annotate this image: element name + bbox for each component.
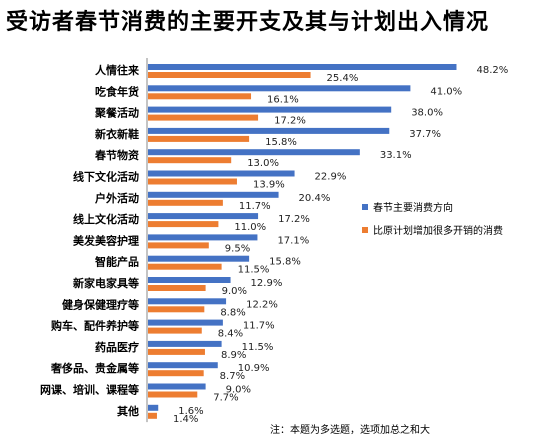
value-label-primary: 37.7% bbox=[409, 129, 441, 140]
bar-secondary bbox=[148, 327, 202, 334]
bar-primary bbox=[148, 149, 360, 156]
value-label-primary: 48.2% bbox=[476, 65, 508, 76]
category-label: 户外活动 bbox=[95, 191, 139, 205]
value-label-primary: 22.9% bbox=[315, 172, 347, 183]
value-label-secondary: 8.7% bbox=[220, 371, 245, 382]
bar-secondary bbox=[148, 221, 219, 228]
bar-secondary bbox=[148, 285, 206, 291]
bar-primary bbox=[148, 404, 159, 411]
category-label: 购车、配件养护等 bbox=[51, 319, 139, 333]
bar-primary bbox=[148, 255, 250, 262]
value-label-primary: 12.9% bbox=[251, 278, 283, 289]
category-label: 线下文化活动 bbox=[73, 170, 139, 184]
bar-primary bbox=[148, 298, 227, 305]
bar-secondary bbox=[148, 370, 204, 377]
bar-secondary bbox=[148, 348, 205, 355]
bar-secondary bbox=[148, 199, 223, 206]
bar-primary bbox=[148, 213, 259, 220]
bar-secondary bbox=[148, 263, 222, 270]
category-label: 新衣新鞋 bbox=[95, 127, 139, 141]
value-label-secondary: 9.0% bbox=[222, 286, 247, 297]
value-label-secondary: 17.2% bbox=[274, 116, 306, 127]
value-label-primary: 15.8% bbox=[269, 257, 301, 268]
category-label: 健身保健理疗等 bbox=[62, 297, 139, 311]
bar-primary bbox=[148, 383, 206, 390]
category-label: 线上文化活动 bbox=[73, 212, 139, 226]
bar-secondary bbox=[148, 93, 252, 100]
bar-primary bbox=[148, 127, 390, 134]
value-label-secondary: 13.9% bbox=[253, 180, 285, 191]
value-label-secondary: 15.8% bbox=[265, 137, 297, 148]
value-label-primary: 11.7% bbox=[243, 321, 275, 332]
value-label-primary: 38.0% bbox=[411, 108, 443, 119]
value-label-secondary: 13.0% bbox=[247, 158, 279, 169]
bar-primary bbox=[148, 191, 279, 198]
bar-secondary bbox=[148, 242, 209, 249]
bar-secondary bbox=[148, 114, 259, 121]
bar-secondary bbox=[148, 412, 157, 419]
legend-label: 春节主要消费方向 bbox=[373, 201, 453, 214]
value-label-primary: 11.5% bbox=[242, 342, 274, 353]
value-label-primary: 12.2% bbox=[246, 299, 278, 310]
chart-note: 注：本题为多选题，选项加总之和大 bbox=[270, 425, 430, 436]
category-label: 新家电家具等 bbox=[73, 276, 139, 290]
category-label: 春节物资 bbox=[95, 148, 139, 162]
legend-swatch bbox=[362, 227, 368, 233]
value-label-primary: 41.0% bbox=[430, 86, 462, 97]
bar-secondary bbox=[148, 178, 237, 185]
value-labels: 48.2% 25.4% 41.0% 16.1% 38.0% 17.2% 37.7% 15.8%… bbox=[173, 65, 508, 425]
bar-primary bbox=[148, 64, 457, 70]
bar-primary bbox=[148, 362, 218, 369]
value-label-secondary: 8.4% bbox=[218, 329, 243, 340]
value-label-secondary: 11.0% bbox=[234, 222, 266, 233]
category-label: 奢侈品、贵金属等 bbox=[50, 361, 139, 375]
bar-primary bbox=[148, 170, 295, 177]
bar-secondary bbox=[148, 391, 198, 398]
bar-secondary bbox=[148, 306, 205, 313]
value-label-primary: 20.4% bbox=[299, 193, 331, 204]
value-label-secondary: 9.5% bbox=[225, 243, 250, 254]
bars bbox=[148, 64, 457, 419]
value-label-primary: 10.9% bbox=[238, 363, 270, 374]
value-label-secondary: 25.4% bbox=[327, 73, 359, 84]
category-label: 网课、培训、课程等 bbox=[40, 383, 139, 397]
category-label: 药品医疗 bbox=[95, 340, 139, 354]
value-label-secondary: 11.7% bbox=[239, 201, 271, 212]
category-label: 吃食年货 bbox=[95, 84, 139, 98]
value-label-primary: 17.1% bbox=[277, 235, 309, 246]
value-label-secondary: 8.9% bbox=[221, 350, 246, 361]
value-label-primary: 9.0% bbox=[226, 385, 251, 396]
value-label-secondary: 16.1% bbox=[267, 94, 299, 105]
value-label-secondary: 8.8% bbox=[220, 307, 245, 318]
value-label-secondary: 7.7% bbox=[213, 393, 238, 404]
category-label: 智能产品 bbox=[95, 255, 139, 269]
bar-secondary bbox=[148, 135, 250, 142]
bar-primary bbox=[148, 319, 223, 326]
category-label: 人情往来 bbox=[95, 63, 140, 77]
bar-secondary bbox=[148, 72, 311, 78]
category-label: 其他 bbox=[117, 404, 139, 418]
chart-title: 受访者春节消费的主要开支及其与计划出入情况 bbox=[6, 10, 490, 35]
value-label-secondary: 11.5% bbox=[238, 265, 270, 276]
legend-label: 比原计划增加很多开销的消费 bbox=[373, 224, 503, 237]
legend-swatch bbox=[362, 204, 368, 210]
value-label-primary: 1.6% bbox=[178, 406, 203, 417]
bar-primary bbox=[148, 277, 231, 283]
value-label-primary: 17.2% bbox=[278, 214, 310, 225]
category-label: 聚餐活动 bbox=[94, 106, 139, 120]
category-label: 美发美容护理 bbox=[73, 233, 139, 247]
bar-primary bbox=[148, 340, 222, 347]
value-label-secondary: 1.4% bbox=[173, 414, 198, 425]
bar-primary bbox=[148, 234, 258, 241]
bar-primary bbox=[148, 85, 411, 92]
bar-primary bbox=[148, 106, 392, 113]
value-label-primary: 33.1% bbox=[380, 150, 412, 161]
category-labels: 人情往来吃食年货聚餐活动新衣新鞋春节物资线下文化活动户外活动线上文化活动美发美容… bbox=[40, 63, 140, 418]
bar-secondary bbox=[148, 157, 232, 164]
